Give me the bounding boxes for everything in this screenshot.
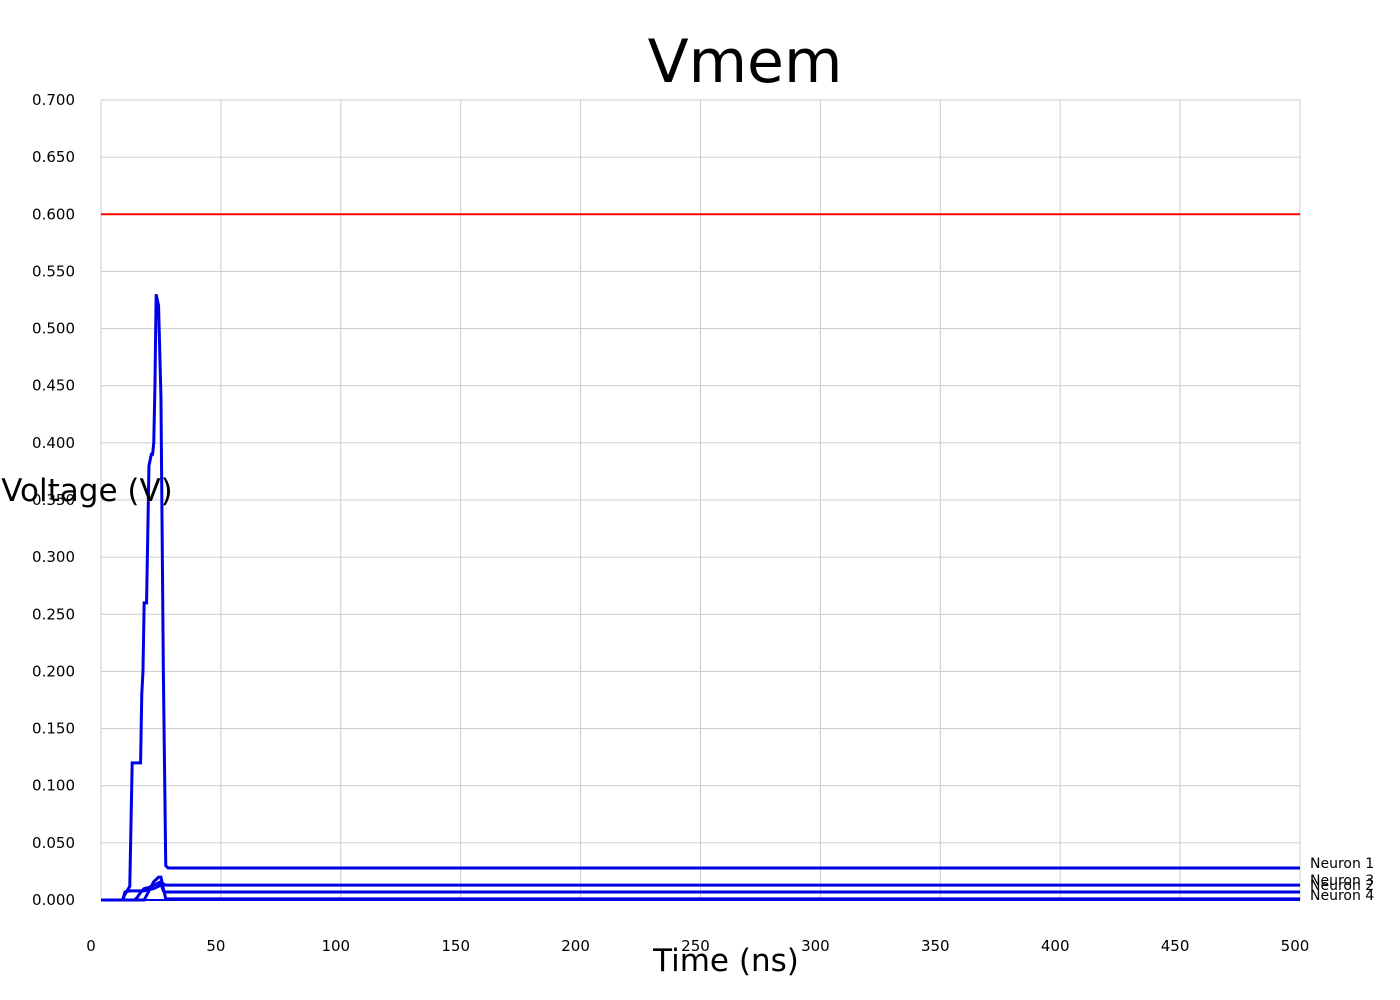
y-tick-label: 0.700: [32, 91, 75, 109]
y-tick-label: 0.050: [32, 834, 75, 852]
grid-lines: [100, 99, 1301, 901]
series-line-neuron-1: [101, 293, 1300, 902]
y-tick-label: 0.450: [32, 377, 75, 395]
x-tick-label: 150: [441, 937, 470, 955]
x-axis-label: Time (ns): [652, 943, 799, 979]
series-lines: [101, 213, 1300, 902]
x-tick-label: 100: [321, 937, 350, 955]
line-label-neuron-2: Neuron 2: [1310, 878, 1374, 894]
x-tick-label: 350: [921, 937, 950, 955]
x-tick-label: 200: [561, 937, 590, 955]
y-tick-label: 0.200: [32, 662, 75, 680]
y-tick-label: 0.550: [32, 262, 75, 280]
line-label-neuron-1: Neuron 1: [1310, 856, 1374, 872]
line-label-neuron-3: Neuron 3: [1310, 873, 1374, 889]
y-axis-ticks: 0.000 0.050 0.100 0.150 0.200 0.250 0.300 0.350…: [32, 91, 75, 909]
x-tick-label: 50: [206, 937, 225, 955]
y-tick-label: 0.300: [32, 548, 75, 566]
x-tick-label: 250: [681, 937, 710, 955]
y-tick-label: 0.250: [32, 605, 75, 623]
y-tick-label: 0.350: [32, 491, 75, 509]
x-tick-label: 400: [1041, 937, 1070, 955]
series-line-neuron-4: [101, 875, 1300, 902]
x-tick-label: 0: [86, 937, 96, 955]
y-tick-label: 0.000: [32, 891, 75, 909]
x-tick-label: 450: [1161, 937, 1190, 955]
y-tick-label: 0.100: [32, 777, 75, 795]
y-axis-label: Voltage (V): [1, 473, 173, 509]
x-tick-label: 500: [1281, 937, 1310, 955]
y-tick-label: 0.400: [32, 434, 75, 452]
x-tick-label: 300: [801, 937, 830, 955]
y-tick-label: 0.650: [32, 148, 75, 166]
line-label-neuron-4: Neuron 4: [1310, 888, 1374, 904]
x-axis-ticks: 0 50 100 150 200 250 300 350 400 450 500: [86, 937, 1309, 955]
y-tick-label: 0.150: [32, 720, 75, 738]
y-tick-label: 0.600: [32, 205, 75, 223]
chart-title: Vmem: [648, 27, 843, 97]
y-tick-label: 0.500: [32, 320, 75, 338]
